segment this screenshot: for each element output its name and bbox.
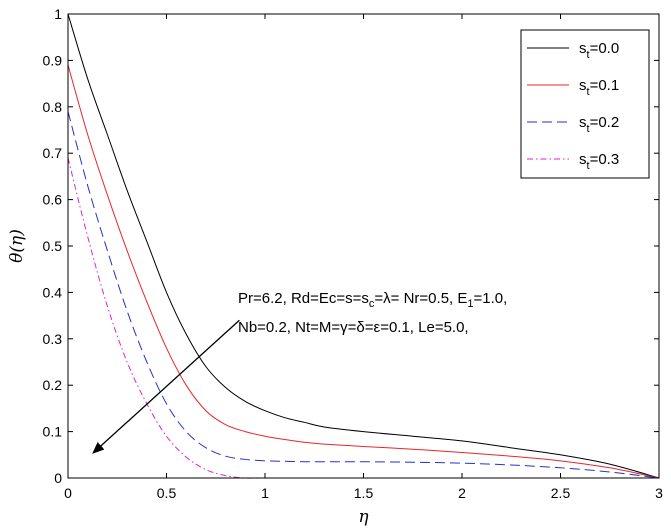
x-axis-label: η [358,507,369,527]
legend-label-value: =0.0 [590,40,620,57]
y-axis-label: θ(η) [7,229,27,263]
y-tick-label: 0.8 [43,99,63,115]
annotation: Pr=6.2, Rd=Ec=s=sc=λ= Nr=0.5, E1=1.0, Nb=… [92,290,507,454]
annotation-segment: Pr=6.2, Rd=Ec=s=s [238,290,369,307]
annotation-line: Nb=0.2, Nt=M=γ=δ=ε=0.1, Le=5.0, [238,319,469,336]
legend-label-value: =0.2 [590,114,620,131]
y-tick-label: 0.4 [43,284,63,300]
series-line-0 [67,13,660,479]
y-tick-label: 0.3 [43,331,63,347]
legend-label-2: st=0.2 [579,114,619,135]
y-tick-label: 0.1 [43,424,63,440]
y-tick-label: 0.5 [43,238,63,254]
legend-label-main: s [579,40,587,57]
x-tick-label: 2.5 [551,485,571,501]
y-tick-label: 0.7 [43,145,63,161]
series-line-2 [67,111,660,479]
y-tick-label: 0.6 [43,192,63,208]
annotation-segment: c [369,298,375,310]
y-tick-label: 0 [54,470,62,486]
x-tick-label: 2 [458,485,466,501]
legend-label-value: =0.3 [590,151,620,168]
annotation-segment: Nb=0.2, Nt=M=γ=δ=ε=0.1, Le=5.0, [238,319,469,336]
legend-label-main: s [579,114,587,131]
legend-label-sub: t [587,49,590,61]
y-tick-label: 1 [54,6,62,22]
legend-label-1: st=0.1 [579,77,619,98]
legend-label-sub: t [587,160,590,172]
annotation-segment: 1 [467,298,473,310]
annotation-segment: =λ= Nr=0.5, E [374,290,467,307]
x-tick-label: 1.5 [354,485,374,501]
legend-label-value: =0.1 [590,77,620,94]
legend-label-sub: t [587,123,590,135]
legend-box [520,29,650,179]
annotation-line: Pr=6.2, Rd=Ec=s=sc=λ= Nr=0.5, E1=1.0, [238,290,507,310]
annotation-segment: =1.0, [474,290,508,307]
y-tick-label: 0.2 [43,377,63,393]
legend-label-main: s [579,151,587,168]
legend-label-0: st=0.0 [579,40,619,61]
series-line-1 [67,64,660,479]
series-line-3 [67,157,659,479]
x-tick-label: 1 [261,485,269,501]
legend-label-sub: t [587,86,590,98]
y-tick-label: 0.9 [43,52,63,68]
legend: st=0.0st=0.1st=0.2st=0.3 [520,29,650,179]
legend-label-3: st=0.3 [579,151,619,172]
ticks-layer: 0 0.5 1 1.5 2 2.5 3 0 0.1 0.2 0.3 0.4 0.5 0.6 0.7 0.8 0.… [43,6,664,501]
x-tick-label: 0.5 [157,485,177,501]
x-tick-label: 3 [655,485,663,501]
x-tick-label: 0 [64,485,72,501]
legend-label-main: s [579,77,587,94]
annotation-arrow [92,319,240,454]
